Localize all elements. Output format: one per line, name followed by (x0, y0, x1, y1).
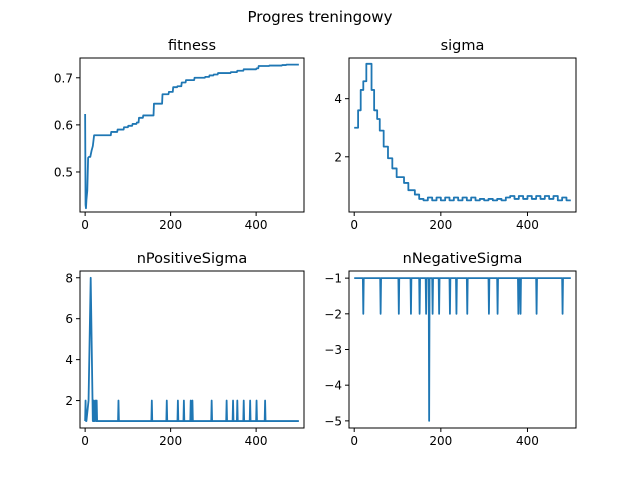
x-tick-label: 200 (159, 218, 182, 232)
x-tick-label: 0 (81, 218, 89, 232)
x-tick-label: 200 (159, 434, 182, 448)
y-tick-label: 4 (65, 353, 73, 367)
y-tick-label: −3 (324, 343, 342, 357)
y-tick-label: 6 (65, 312, 73, 326)
y-tick-label: 2 (65, 394, 73, 408)
x-tick-label: 400 (516, 218, 539, 232)
x-tick-label: 400 (516, 434, 539, 448)
subplot-nNegativeSigma: nNegativeSigma 0 200 400 −1 −2 −3 −4 −5 (324, 251, 577, 448)
x-tick-label: 0 (350, 434, 358, 448)
axes-frame (79, 57, 305, 213)
subplot-title: nNegativeSigma (403, 251, 523, 267)
y-tick-label: −4 (324, 379, 342, 393)
subplot-fitness: fitness 0 200 400 0.5 0.6 0.7 (54, 38, 305, 232)
axes-frame (348, 57, 577, 213)
axes-frame (348, 270, 577, 429)
subplot-title: fitness (168, 38, 216, 54)
y-tick-label: −1 (324, 272, 342, 286)
y-tick-label: −2 (324, 307, 342, 321)
y-tick-label: 0.6 (54, 118, 73, 132)
subplot-title: sigma (441, 38, 485, 54)
subplot-nPositiveSigma: nPositiveSigma 0 200 400 2 4 6 8 (65, 251, 305, 448)
x-tick-label: 400 (245, 434, 268, 448)
x-tick-label: 200 (429, 434, 452, 448)
subplot-title: nPositiveSigma (137, 251, 248, 267)
series-line (84, 276, 299, 422)
y-tick-label: 0.5 (54, 165, 73, 179)
subplot-sigma: sigma 0 200 400 2 4 (334, 38, 577, 232)
y-tick-label: −5 (324, 414, 342, 428)
series-line (84, 63, 299, 210)
x-tick-label: 400 (245, 218, 268, 232)
axes-frame (79, 270, 305, 429)
x-tick-label: 0 (350, 218, 358, 232)
y-tick-label: 0.7 (54, 71, 73, 85)
x-tick-label: 0 (81, 434, 89, 448)
figure-suptitle: Progres treningowy (248, 8, 393, 26)
y-tick-label: 4 (334, 92, 342, 106)
x-tick-label: 200 (429, 218, 452, 232)
y-tick-label: 2 (334, 150, 342, 164)
series-line (354, 277, 571, 422)
y-tick-label: 8 (65, 271, 73, 285)
series-line (354, 62, 571, 202)
